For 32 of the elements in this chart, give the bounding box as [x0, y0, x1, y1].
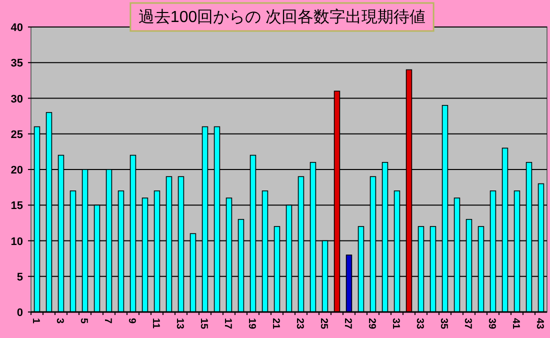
x-tick-label: 39 — [486, 318, 497, 330]
x-tick-label: 15 — [198, 318, 209, 330]
x-tick-label: 37 — [462, 318, 473, 330]
x-tick-label: 25 — [318, 318, 329, 330]
x-tick-label: 19 — [246, 318, 257, 330]
y-tick-label: 20 — [10, 164, 23, 176]
chart-title: 過去100回からの 次回各数字出現期待値 — [138, 8, 426, 26]
x-tick-label: 7 — [102, 318, 113, 324]
y-tick-label: 10 — [10, 236, 23, 248]
x-tick-label: 13 — [174, 318, 185, 330]
x-tick-label: 3 — [54, 318, 65, 324]
x-tick-label: 43 — [534, 318, 545, 330]
y-tick-label: 15 — [10, 200, 23, 212]
y-tick-label: 30 — [10, 93, 23, 106]
x-tick-label: 23 — [294, 318, 305, 330]
x-tick-label: 5 — [78, 318, 89, 324]
y-tick-label: 0 — [16, 307, 23, 319]
x-tick-label: 21 — [270, 318, 281, 330]
y-tick-label: 5 — [16, 271, 23, 284]
y-tick-label: 40 — [10, 22, 23, 34]
x-tick-label: 29 — [366, 318, 377, 330]
x-tick-label: 31 — [390, 318, 401, 330]
x-tick-label: 33 — [414, 318, 425, 330]
x-tick-label: 17 — [222, 318, 233, 330]
x-tick-label: 11 — [150, 318, 161, 330]
x-tick-label: 9 — [126, 318, 137, 324]
x-tick-label: 27 — [342, 318, 353, 330]
y-tick-label: 35 — [10, 58, 23, 70]
y-tick-label: 25 — [10, 128, 23, 141]
x-tick-label: 41 — [510, 318, 521, 330]
x-tick-label: 1 — [30, 318, 41, 324]
x-tick-label: 35 — [438, 318, 449, 330]
